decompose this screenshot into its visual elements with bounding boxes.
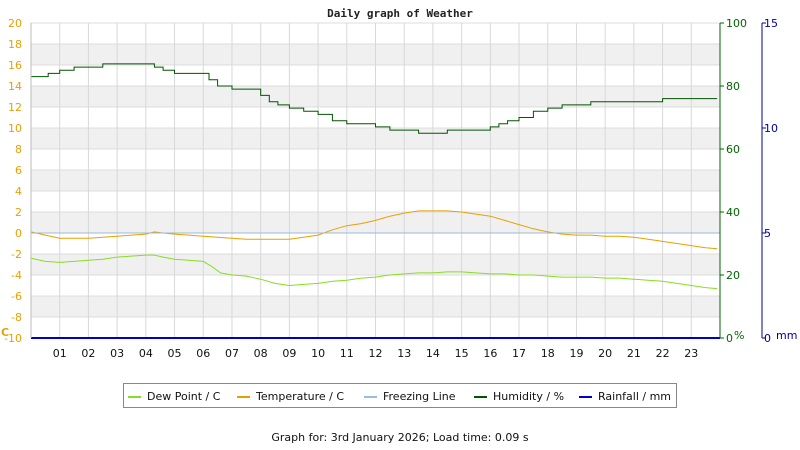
x-tick-label: 22 [656, 347, 670, 360]
y-tick-label: -8 [11, 311, 22, 324]
series-line-3 [31, 63, 718, 134]
rain-tick-label: 10 [764, 122, 778, 135]
y-tick-label: 6 [15, 164, 22, 177]
footer-status: Graph for: 3rd January 2026; Load time: … [271, 431, 529, 444]
rain-tick-label: 15 [764, 17, 778, 30]
y-tick-label: -10 [4, 332, 22, 345]
legend-swatch [237, 396, 250, 398]
humidity-tick-label: 100 [726, 17, 747, 30]
humidity-unit-label: % [734, 329, 744, 342]
x-tick-label: 09 [282, 347, 296, 360]
legend-label: Humidity / % [493, 390, 565, 403]
y-tick-label: 2 [15, 206, 22, 219]
chart-title: Daily graph of Weather [327, 7, 473, 20]
y-tick-label: 8 [15, 143, 22, 156]
x-tick-label: 11 [340, 347, 354, 360]
x-tick-label: 14 [426, 347, 440, 360]
x-tick-label: 16 [483, 347, 497, 360]
y-axis-unit-label: C [1, 326, 9, 339]
humidity-tick-label: 60 [726, 143, 740, 156]
legend-item-dew-point: Dew Point / C [128, 390, 220, 403]
legend-item-freezing-line: Freezing Line [364, 390, 456, 403]
legend: Dew Point / C Temperature / C Freezing L… [123, 383, 677, 408]
legend-item-rainfall: Rainfall / mm [579, 390, 671, 403]
x-tick-label: 10 [311, 347, 325, 360]
humidity-tick-label: 80 [726, 80, 740, 93]
axis-labels: -10-8-6-4-202468101214161820C20406080100… [1, 17, 797, 360]
x-tick-label: 01 [53, 347, 67, 360]
y-tick-label: 18 [8, 38, 22, 51]
y-tick-label: 0 [15, 227, 22, 240]
y-tick-label: 14 [8, 80, 22, 93]
axes [30, 22, 766, 339]
y-tick-label: 16 [8, 59, 22, 72]
legend-label: Temperature / C [256, 390, 345, 403]
rain-tick-label: 5 [764, 227, 771, 240]
humidity-tick-label: 40 [726, 206, 740, 219]
x-tick-label: 08 [254, 347, 268, 360]
x-tick-label: 23 [684, 347, 698, 360]
y-tick-label: -2 [11, 248, 22, 261]
x-tick-label: 18 [541, 347, 555, 360]
y-tick-label: 10 [8, 122, 22, 135]
legend-swatch [579, 396, 592, 398]
y-tick-label: -6 [11, 290, 22, 303]
legend-swatch [364, 396, 377, 398]
legend-label: Freezing Line [383, 390, 456, 403]
x-tick-label: 06 [196, 347, 210, 360]
y-tick-label: -4 [11, 269, 22, 282]
legend-swatch [128, 396, 141, 398]
x-tick-label: 19 [569, 347, 583, 360]
x-tick-label: 13 [397, 347, 411, 360]
y-tick-label: 4 [15, 185, 22, 198]
humidity-tick-label: 20 [726, 269, 740, 282]
legend-item-temperature: Temperature / C [237, 390, 344, 403]
series-line-1 [30, 210, 718, 250]
x-tick-label: 03 [110, 347, 124, 360]
x-tick-label: 21 [627, 347, 641, 360]
x-tick-label: 12 [369, 347, 383, 360]
rain-tick-label: 0 [764, 332, 771, 345]
y-tick-label: 12 [8, 101, 22, 114]
x-tick-label: 17 [512, 347, 526, 360]
series-line-0 [30, 254, 718, 290]
legend-swatch [474, 396, 487, 398]
legend-item-humidity: Humidity / % [474, 390, 564, 403]
humidity-tick-label: 0 [726, 332, 733, 345]
x-tick-label: 02 [81, 347, 95, 360]
x-tick-label: 07 [225, 347, 239, 360]
legend-label: Rainfall / mm [598, 390, 672, 403]
y-tick-label: 20 [8, 17, 22, 30]
legend-label: Dew Point / C [147, 390, 221, 403]
x-tick-label: 15 [455, 347, 469, 360]
x-tick-label: 04 [139, 347, 153, 360]
x-tick-label: 05 [168, 347, 182, 360]
x-tick-label: 20 [598, 347, 612, 360]
data-series [30, 63, 720, 339]
rain-unit-label: mm [776, 329, 797, 342]
